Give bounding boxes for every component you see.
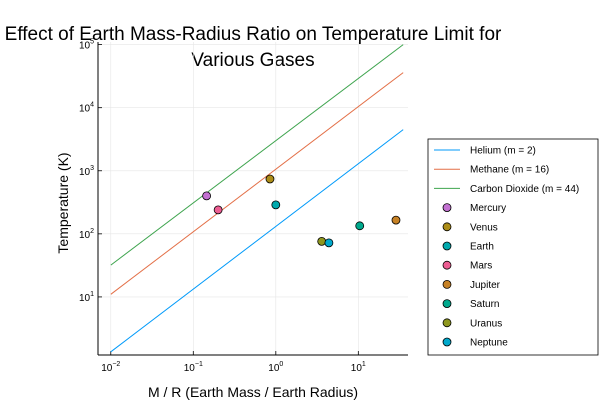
y-tick-base: 10 — [79, 167, 91, 178]
y-tick-label: 105 — [79, 39, 94, 52]
y-tick-exponent: 3 — [90, 165, 94, 172]
chart-title-line-2: Various Gases — [191, 50, 314, 71]
y-tick-label: 102 — [79, 228, 94, 241]
x-axis-label: M / R (Earth Mass / Earth Radius) — [148, 384, 358, 400]
y-tick-label: 101 — [79, 291, 94, 304]
legend: Helium (m = 2) Methane (m = 16) Carbon Dio… — [427, 138, 599, 356]
chart-title-line-1: Effect of Earth Mass-Radius Ratio on Tem… — [5, 24, 502, 45]
legend-marker-swatch — [442, 222, 452, 232]
legend-marker-swatch — [442, 337, 452, 347]
data-point — [355, 221, 365, 231]
series-points — [202, 174, 401, 248]
y-tick-base: 10 — [79, 41, 91, 52]
y-tick-exponent: 2 — [90, 228, 94, 235]
x-tick-exponent: −2 — [112, 361, 120, 368]
x-tick-label: 100 — [268, 361, 283, 374]
y-tick-exponent: 1 — [90, 291, 94, 298]
legend-marker-swatch — [442, 260, 452, 270]
legend-label: Neptune — [470, 338, 508, 349]
data-point — [317, 236, 327, 246]
x-tick-base: 10 — [184, 363, 196, 374]
legend-marker-swatch — [442, 279, 452, 289]
x-ticks: 10−2 10−1 100 101 — [101, 351, 366, 374]
x-tick-base: 10 — [101, 363, 113, 374]
legend-label: Jupiter — [470, 280, 501, 291]
series-line — [110, 129, 404, 353]
y-tick-base: 10 — [79, 104, 91, 115]
legend-label: Earth — [470, 242, 494, 253]
x-tick-base: 10 — [351, 363, 363, 374]
legend-marker-swatch — [442, 299, 452, 309]
x-tick-label: 101 — [351, 361, 366, 374]
legend-label: Carbon Dioxide (m = 44) — [470, 184, 579, 195]
x-tick-label: 10−1 — [184, 361, 203, 374]
data-point — [265, 174, 275, 184]
x-tick-exponent: −1 — [195, 361, 203, 368]
data-point — [324, 238, 334, 248]
legend-label: Methane (m = 16) — [470, 165, 549, 176]
y-tick-base: 10 — [79, 230, 91, 241]
legend-label: Uranus — [470, 318, 502, 329]
series-line — [110, 44, 404, 266]
x-tick-label: 10−2 — [101, 361, 120, 374]
legend-label: Helium (m = 2) — [470, 146, 536, 157]
legend-label: Mars — [470, 261, 492, 272]
legend-label: Mercury — [470, 203, 506, 214]
data-point — [202, 191, 212, 201]
data-point — [213, 205, 223, 215]
data-point — [271, 200, 281, 210]
legend-marker-swatch — [442, 203, 452, 213]
y-tick-exponent: 4 — [90, 102, 94, 109]
x-tick-exponent: 0 — [279, 361, 283, 368]
series-line — [110, 72, 404, 295]
series-lines — [110, 44, 404, 353]
legend-marker-swatch — [442, 241, 452, 251]
x-tick-base: 10 — [268, 363, 280, 374]
legend-box — [427, 138, 599, 356]
y-tick-label: 104 — [79, 102, 94, 115]
y-axis-label: Temperature (K) — [55, 152, 71, 253]
y-tick-base: 10 — [79, 293, 91, 304]
legend-label: Saturn — [470, 299, 499, 310]
y-tick-label: 103 — [79, 165, 94, 178]
legend-marker-swatch — [442, 318, 452, 328]
x-tick-exponent: 1 — [362, 361, 366, 368]
y-tick-exponent: 5 — [90, 39, 94, 46]
data-point — [391, 215, 401, 225]
legend-label: Venus — [470, 222, 498, 233]
grid — [98, 42, 408, 355]
